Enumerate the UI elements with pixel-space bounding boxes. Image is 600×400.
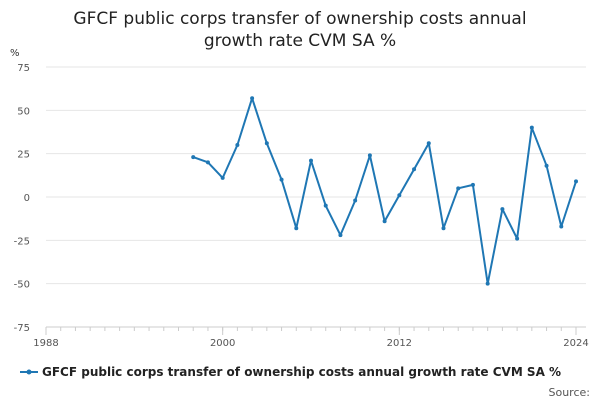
y-tick-label: 0: [24, 193, 30, 204]
data-point[interactable]: [456, 186, 461, 191]
legend-marker: [26, 369, 32, 375]
y-tick-label: -25: [14, 236, 30, 247]
data-point[interactable]: [294, 226, 299, 231]
y-axis-unit-label: %: [10, 48, 20, 59]
data-point[interactable]: [441, 226, 446, 231]
data-point[interactable]: [515, 236, 520, 241]
x-tick-label: 2024: [563, 338, 588, 349]
data-point[interactable]: [205, 160, 210, 165]
y-tick-label: -50: [14, 280, 30, 291]
data-point[interactable]: [235, 143, 240, 147]
y-tick-label: 25: [17, 150, 30, 161]
x-tick-label: 1988: [33, 338, 58, 349]
x-axis: [45, 326, 586, 335]
data-point[interactable]: [574, 179, 578, 184]
y-tick-label: 75: [17, 63, 30, 74]
data-point[interactable]: [397, 193, 402, 198]
data-point[interactable]: [500, 207, 505, 212]
series-line: [192, 97, 577, 285]
legend: GFCF public corps transfer of ownership …: [20, 365, 561, 379]
data-point[interactable]: [559, 224, 564, 229]
chart-title-line-1: GFCF public corps transfer of ownership …: [73, 9, 526, 29]
data-point[interactable]: [264, 141, 269, 146]
gridlines: [46, 66, 586, 328]
legend-label: GFCF public corps transfer of ownership …: [42, 365, 561, 379]
data-point[interactable]: [544, 163, 549, 168]
data-point[interactable]: [323, 203, 328, 208]
data-point[interactable]: [485, 281, 490, 286]
data-point[interactable]: [382, 219, 387, 224]
data-point[interactable]: [338, 233, 343, 238]
chart-title-line-2: growth rate CVM SA %: [204, 31, 396, 51]
y-tick-label: 50: [17, 106, 30, 117]
data-point[interactable]: [353, 198, 358, 203]
data-point[interactable]: [279, 177, 284, 182]
source-label: Source:: [549, 386, 591, 399]
x-tick-label: 2012: [387, 338, 412, 349]
data-point[interactable]: [426, 141, 431, 146]
y-tick-label: -75: [14, 323, 30, 334]
data-point[interactable]: [250, 96, 255, 101]
data-point[interactable]: [470, 182, 475, 187]
x-tick-label: 2000: [210, 338, 235, 349]
data-point[interactable]: [367, 153, 372, 158]
data-point[interactable]: [191, 155, 196, 160]
data-point[interactable]: [220, 175, 225, 180]
data-point[interactable]: [529, 125, 534, 130]
series-line-layer: [191, 96, 578, 286]
data-point[interactable]: [309, 158, 313, 163]
data-point[interactable]: [412, 167, 417, 172]
